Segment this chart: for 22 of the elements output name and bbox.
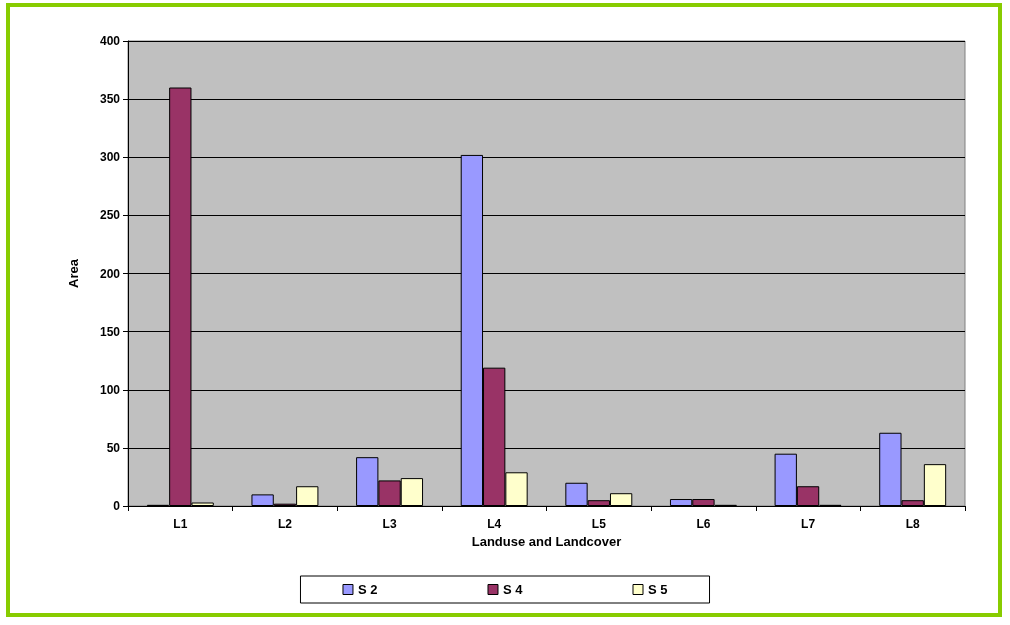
x-tick-label: L8 xyxy=(905,517,921,531)
y-tick-label: 50 xyxy=(106,440,121,455)
x-tick-label: L7 xyxy=(801,517,816,531)
y-tick-label: 200 xyxy=(99,266,121,281)
y-tick-label: 0 xyxy=(113,499,121,513)
x-tick-label: L5 xyxy=(591,517,607,531)
y-tick-label: 100 xyxy=(99,382,121,397)
y-tick-label: 150 xyxy=(99,324,121,339)
x-tick-label: L1 xyxy=(173,517,188,531)
y-tick-label: 350 xyxy=(99,92,121,107)
y-tick-label: 250 xyxy=(99,208,121,223)
legend-label: S 4 xyxy=(502,582,524,597)
x-tick-label: L2 xyxy=(277,517,293,531)
x-tick-label: L3 xyxy=(382,517,397,531)
x-tick-label: L6 xyxy=(696,517,711,531)
y-tick-label: 300 xyxy=(99,150,121,165)
y-tick-label: 400 xyxy=(99,34,121,48)
x-axis-title: Landuse and Landcover xyxy=(471,534,622,549)
legend-label: S 5 xyxy=(648,582,668,597)
legend-label: S 2 xyxy=(357,582,378,597)
y-axis-title: Area xyxy=(66,258,81,288)
x-tick-label: L4 xyxy=(487,517,502,531)
